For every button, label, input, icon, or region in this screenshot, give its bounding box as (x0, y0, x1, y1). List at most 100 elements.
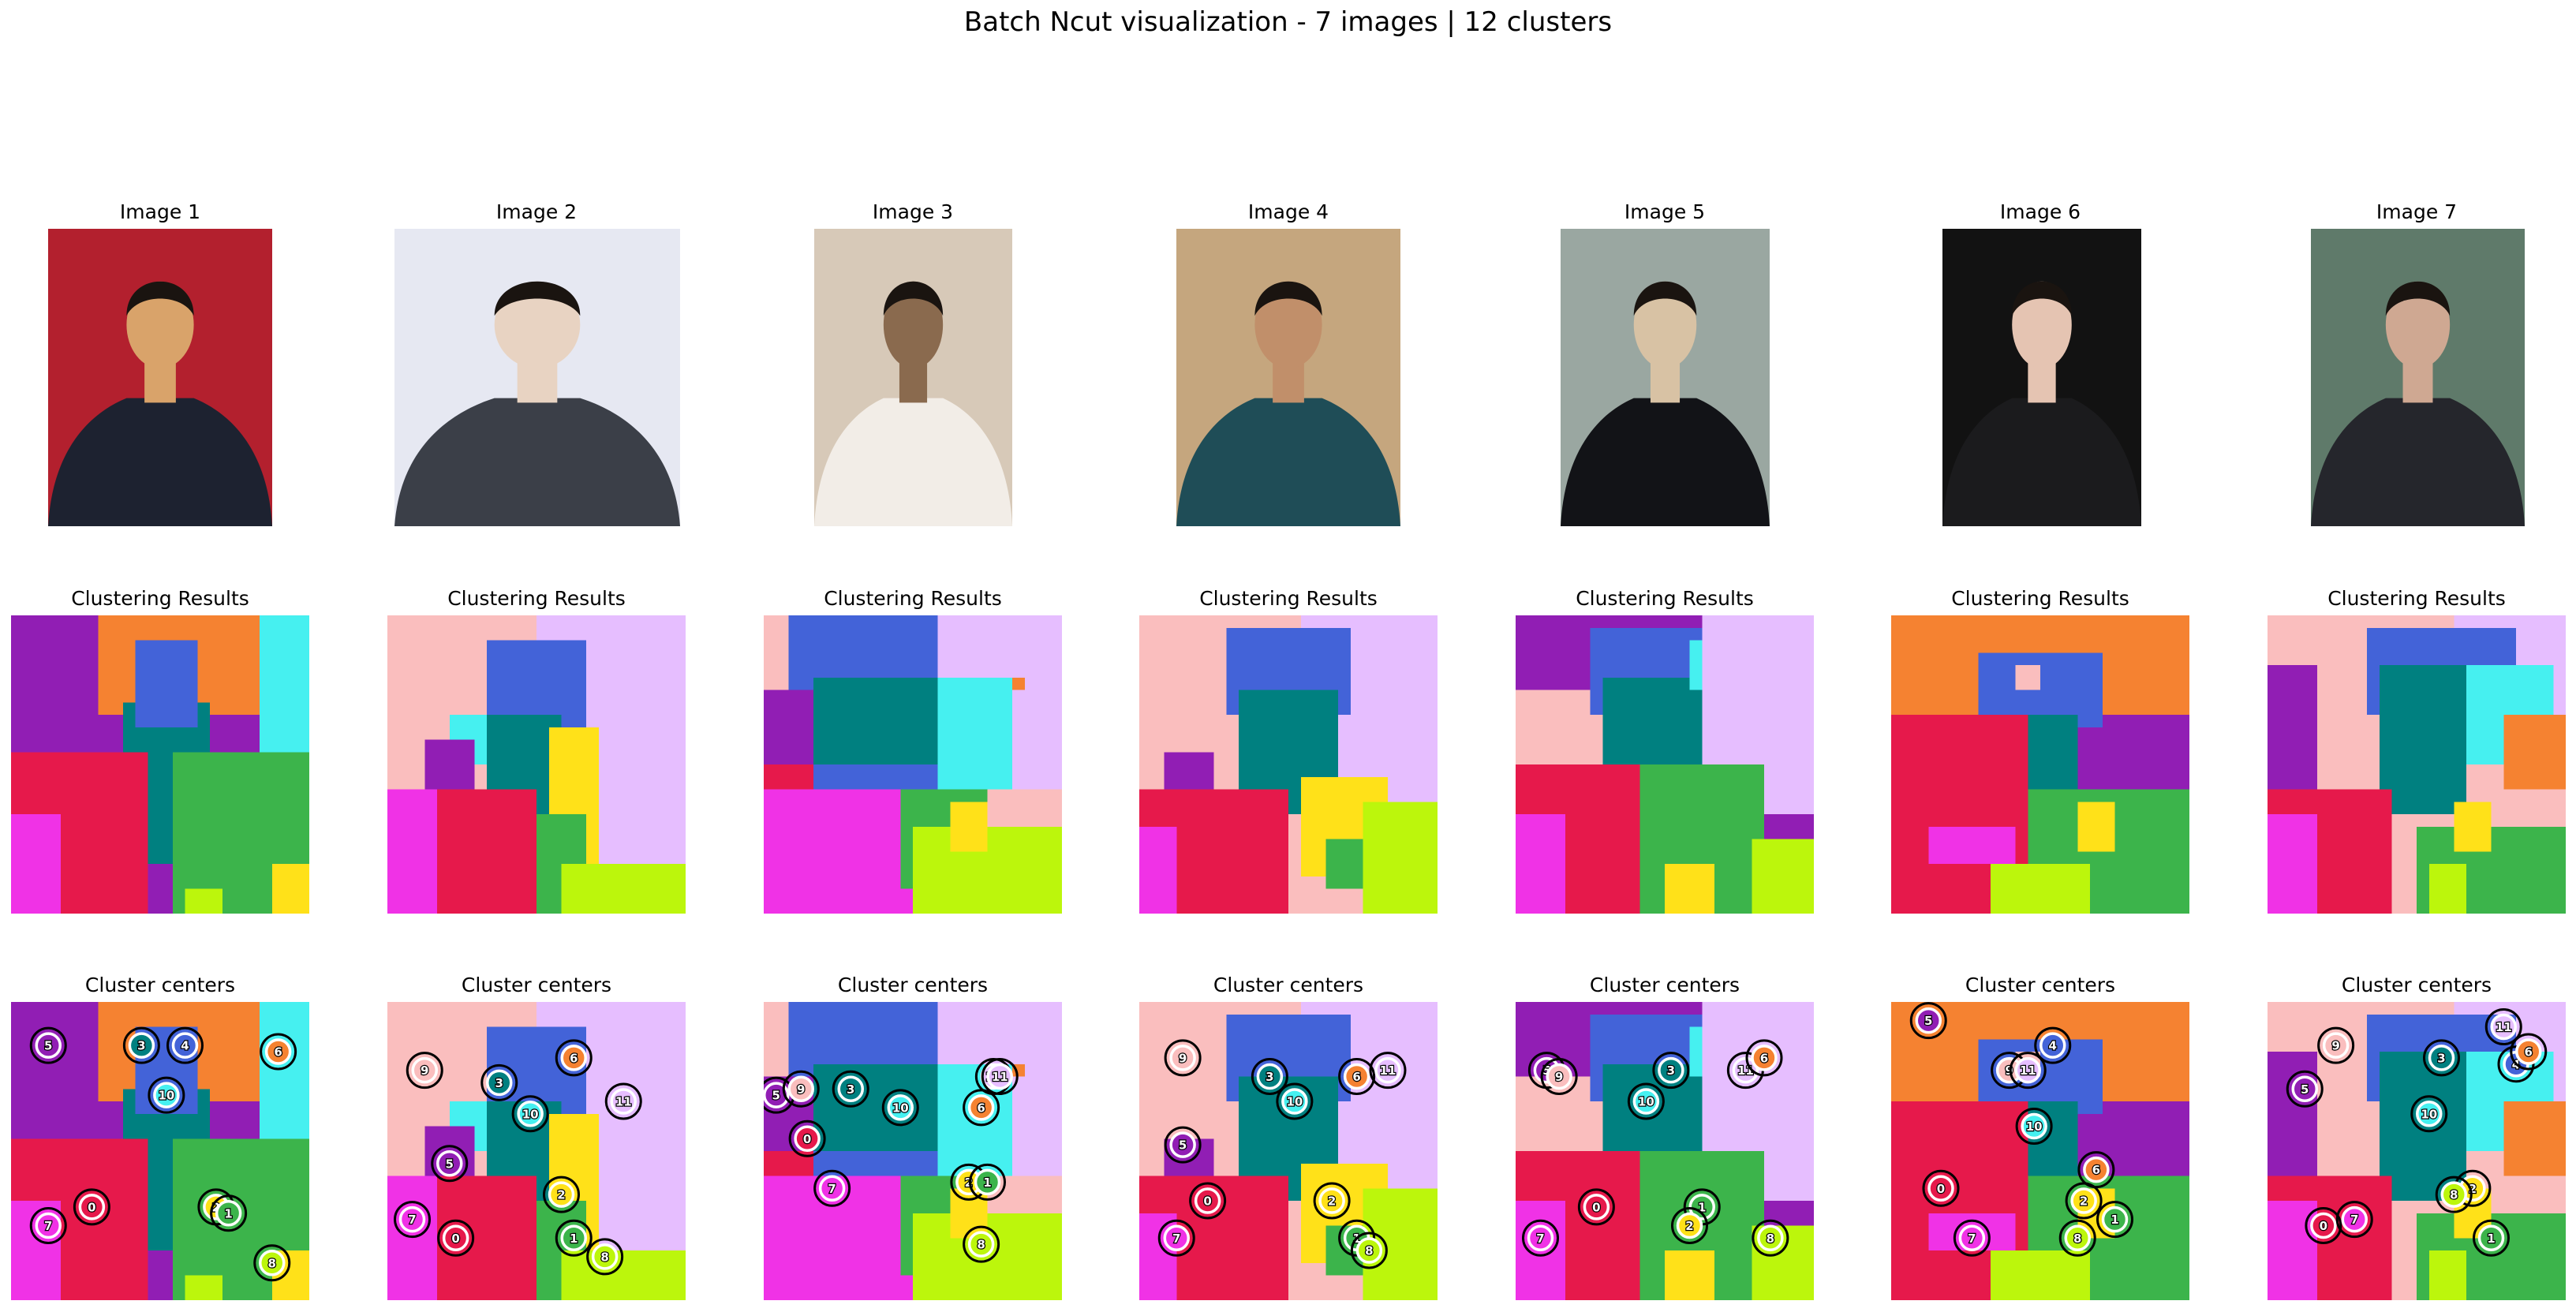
cluster-cell (611, 789, 624, 802)
cluster-cell (185, 702, 198, 716)
cluster-cell (271, 690, 285, 703)
cluster-cell (851, 1238, 864, 1251)
cluster-cell (1702, 677, 1715, 690)
cluster-cell (172, 1250, 185, 1264)
cluster-cell (247, 1138, 260, 1152)
cluster-cell (260, 1076, 273, 1090)
cluster-cell (660, 1113, 674, 1127)
cluster-cell (247, 752, 260, 765)
photo-hair (1633, 281, 1697, 316)
cluster-cell (1363, 901, 1376, 914)
cluster-cell (537, 839, 550, 852)
cluster-cell (561, 615, 574, 629)
cluster-cell (900, 1275, 914, 1288)
cluster-cell (1400, 627, 1413, 641)
cluster-cell (1024, 1188, 1038, 1202)
cluster-cell (875, 739, 888, 753)
cluster-cell (598, 627, 611, 641)
cluster-cell (1288, 776, 1302, 790)
cluster-cell (636, 615, 649, 629)
cluster-cell (1024, 1026, 1038, 1040)
cluster-cell (11, 1201, 24, 1214)
cluster-cell (284, 665, 297, 678)
cluster-cell (1375, 627, 1389, 641)
cluster-cell (1251, 876, 1264, 889)
cluster-cell (925, 1052, 938, 1065)
cluster-cell (1313, 1163, 1326, 1176)
cluster-cell (234, 690, 248, 703)
cluster-cell (98, 1026, 111, 1040)
cluster-cell (537, 1002, 550, 1015)
cluster-cell (1313, 888, 1326, 902)
cluster-cell (1288, 901, 1302, 914)
cluster-cell (73, 752, 86, 765)
cluster-cell (524, 1039, 537, 1052)
cluster-cell (234, 1014, 248, 1027)
cluster-cell (185, 627, 198, 641)
cluster-cell (548, 1126, 562, 1139)
cluster-cell (1764, 640, 1778, 653)
cluster-cell (11, 851, 24, 865)
cluster-cell (913, 727, 926, 740)
cluster-cell (122, 752, 136, 765)
cluster-cell (387, 739, 401, 753)
cluster-cell (1801, 690, 1814, 703)
cluster-cell (1412, 1126, 1426, 1139)
cluster-cell (122, 1238, 136, 1251)
cluster-cell (636, 901, 649, 914)
cluster-cell (875, 776, 888, 790)
cluster-cell (913, 1250, 926, 1264)
cluster-cell (1412, 715, 1426, 728)
input-photo (1561, 229, 1770, 526)
cluster-cell (437, 1089, 451, 1102)
cluster-cell (1239, 715, 1252, 728)
cluster-cell (297, 727, 309, 740)
cluster-cell (851, 864, 864, 877)
cluster-cell (1375, 739, 1389, 753)
cluster-cell (297, 715, 309, 728)
cluster-cell (135, 640, 148, 653)
cluster-cell (925, 888, 938, 902)
photo-torso (814, 398, 1012, 526)
cluster-cell (185, 1201, 198, 1214)
cluster-cell (1037, 702, 1050, 716)
cluster-cell (247, 802, 260, 815)
cluster-cell (1363, 715, 1376, 728)
cluster-cell (838, 1126, 851, 1139)
cluster-cell (888, 1151, 901, 1164)
cluster-cell (1752, 702, 1765, 716)
cluster-cell (875, 888, 888, 902)
cluster-cell (1151, 627, 1165, 641)
cluster-cell (1164, 839, 1177, 852)
cluster-cell (548, 864, 562, 877)
cluster-cell (1049, 1039, 1062, 1052)
cluster-cell (925, 851, 938, 865)
cluster-cell (85, 1176, 99, 1189)
cluster-cell (222, 627, 235, 641)
cluster-cell (73, 876, 86, 889)
cluster-cell (673, 727, 686, 740)
cluster-cell (135, 665, 148, 678)
cluster-cell (660, 764, 674, 778)
cluster-cell (499, 1201, 512, 1214)
cluster-cell (950, 615, 963, 629)
cluster-cell (1714, 715, 1728, 728)
cluster-cell (1239, 739, 1252, 753)
cluster-cell (160, 789, 174, 802)
cluster-cell (1000, 627, 1013, 641)
cluster-cell (937, 1089, 951, 1102)
cluster-cell (548, 752, 562, 765)
cluster-cell (1300, 814, 1314, 828)
cluster-cell (801, 839, 814, 852)
cluster-cell (1226, 1262, 1239, 1276)
cluster-cell (1325, 864, 1339, 877)
cluster-cell (1239, 1126, 1252, 1139)
cluster-cell (1665, 702, 1678, 716)
cluster-cell (900, 1188, 914, 1202)
cluster-cell (11, 789, 24, 802)
cluster-cell (574, 1113, 587, 1127)
cluster-cell (900, 715, 914, 728)
cluster-cell (1012, 1002, 1026, 1015)
cluster-cell (1151, 789, 1165, 802)
cluster-cell (234, 1262, 248, 1276)
